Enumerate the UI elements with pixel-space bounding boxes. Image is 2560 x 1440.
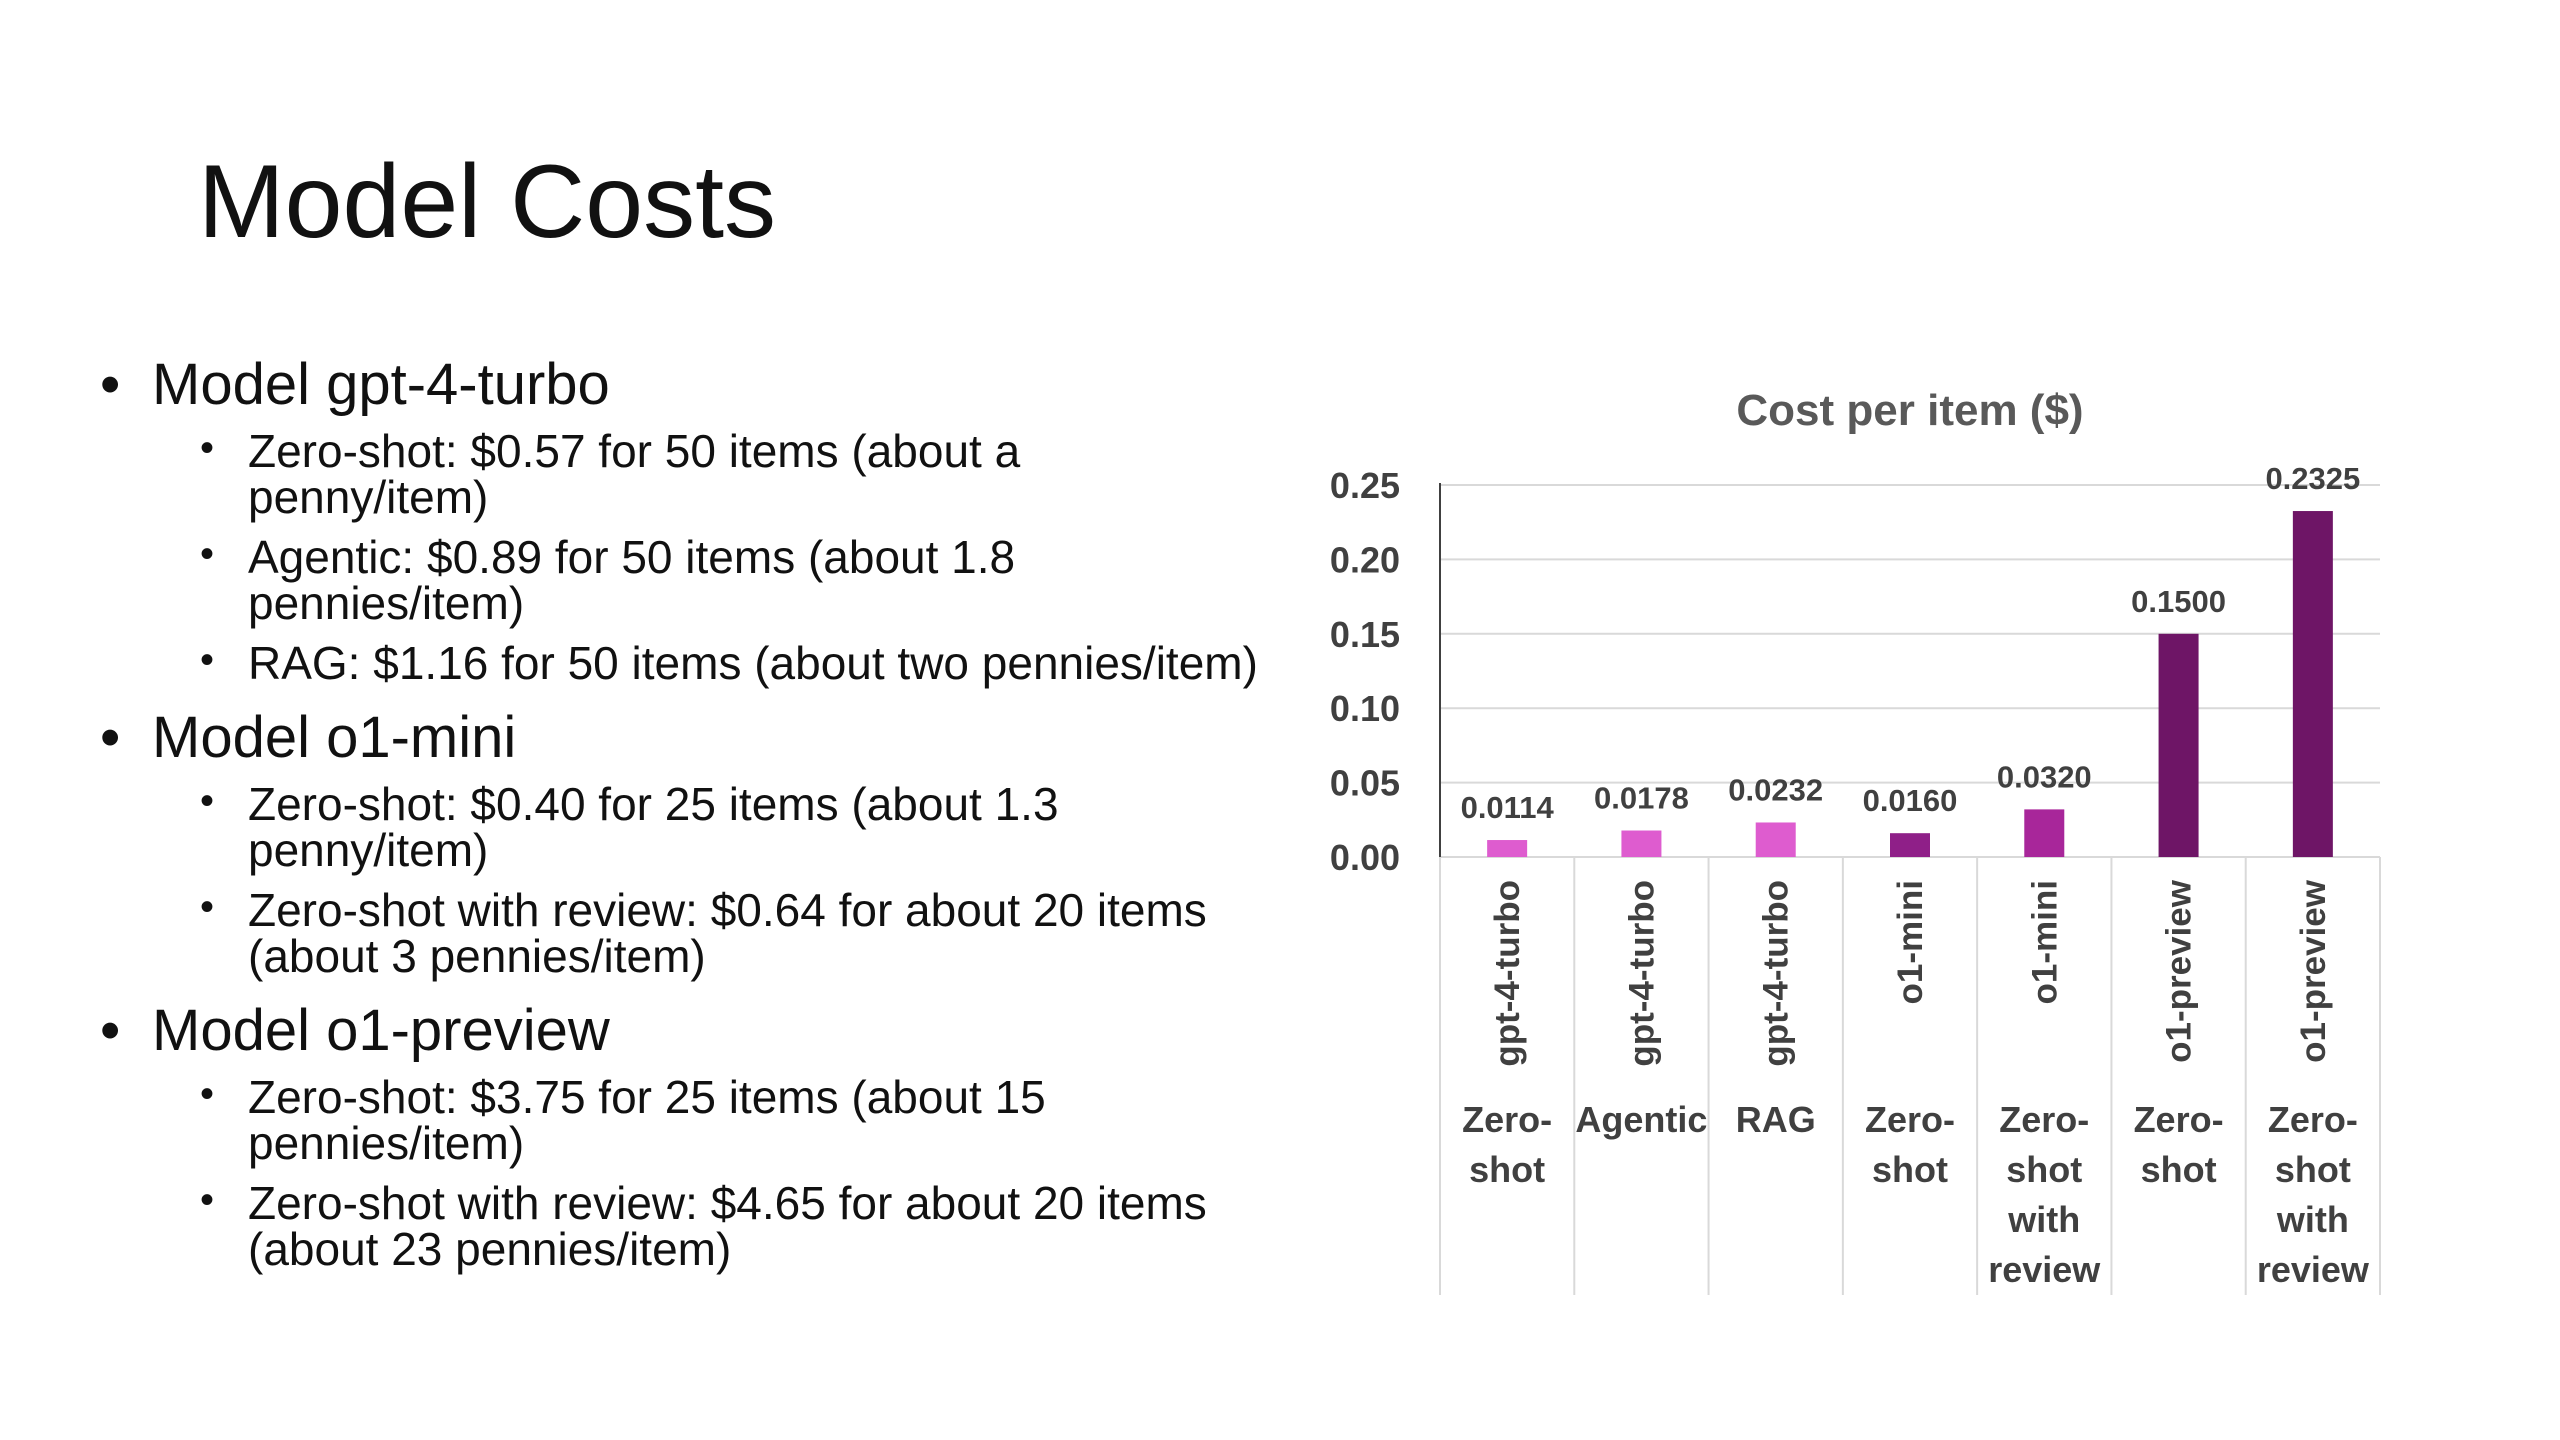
bullet-item: Zero-shot with review: $4.65 for about 2… [200, 1180, 1260, 1272]
y-tick-label: 0.25 [1330, 465, 1400, 506]
y-tick-label: 0.15 [1330, 614, 1400, 655]
category-method-label: with [2276, 1199, 2349, 1240]
category-model-label: gpt-4-turbo [1757, 880, 1796, 1067]
bar-value-label: 0.0160 [1863, 783, 1958, 818]
bar [1755, 822, 1796, 857]
category-method-label: RAG [1736, 1099, 1816, 1140]
bar [1487, 840, 1528, 857]
category-method-label: Zero- [1462, 1099, 1552, 1140]
bullet-item: Zero-shot: $0.40 for 25 items (about 1.3… [200, 781, 1260, 873]
bullet-item: RAG: $1.16 for 50 items (about two penni… [200, 640, 1260, 686]
category-model-label: o1-preview [2160, 879, 2199, 1063]
bar [1621, 830, 1662, 857]
category-model-label: gpt-4-turbo [1622, 880, 1661, 1067]
bar-value-label: 0.0178 [1594, 781, 1689, 816]
y-tick-label: 0.00 [1330, 837, 1400, 878]
y-tick-label: 0.20 [1330, 539, 1400, 580]
bar-value-label: 0.1500 [2131, 584, 2226, 619]
category-model-label: o1-mini [2025, 880, 2064, 1004]
category-method-label: shot [2141, 1149, 2217, 1190]
y-tick-label: 0.05 [1330, 763, 1400, 804]
chart-title: Cost per item ($) [1736, 386, 2083, 435]
bullet-item: Agentic: $0.89 for 50 items (about 1.8 p… [200, 534, 1260, 626]
category-model-label: o1-preview [2294, 879, 2333, 1063]
category-method-label: Zero- [2268, 1099, 2358, 1140]
bullet-item: Zero-shot with review: $0.64 for about 2… [200, 887, 1260, 979]
cost-per-item-chart: Cost per item ($) 0.00 0.05 0.10 0.15 0.20 0.2… [1330, 386, 2381, 1295]
bullet-group-o1-preview: Model o1-preview Zero-shot: $3.75 for 25… [100, 1000, 1260, 1272]
bar-value-label: 0.0114 [1461, 790, 1555, 825]
bullet-list: Model gpt-4-turbo Zero-shot: $0.57 for 5… [100, 354, 1260, 1294]
category-method-label: shot [2006, 1149, 2082, 1190]
category-method-label: Zero- [1865, 1099, 1955, 1140]
bar [1890, 833, 1930, 857]
category-method-label: Zero- [2134, 1099, 2224, 1140]
category-method-label: Zero- [1999, 1099, 2089, 1140]
bar [2024, 809, 2065, 857]
category-method-label: shot [1469, 1149, 1545, 1190]
category-method-label: shot [2275, 1149, 2351, 1190]
bullet-item: Zero-shot: $3.75 for 25 items (about 15 … [200, 1074, 1260, 1166]
category-method-label: with [2007, 1199, 2080, 1240]
bullet-group-o1-mini: Model o1-mini Zero-shot: $0.40 for 25 it… [100, 707, 1260, 979]
bar [2158, 633, 2199, 857]
bar-value-label: 0.2325 [2265, 461, 2360, 496]
category-method-label: review [1988, 1249, 2101, 1290]
category-method-label: Agentic [1575, 1099, 1707, 1140]
category-method-label: shot [1872, 1149, 1948, 1190]
category-method-label: review [2257, 1249, 2370, 1290]
category-model-label: o1-mini [1891, 880, 1930, 1004]
bullet-heading: Model o1-mini [100, 707, 1260, 769]
bullet-group-gpt-4-turbo: Model gpt-4-turbo Zero-shot: $0.57 for 5… [100, 354, 1260, 686]
bar [2292, 511, 2333, 857]
slide-title: Model Costs [198, 144, 776, 260]
bullet-heading: Model gpt-4-turbo [100, 354, 1260, 416]
bullet-item: Zero-shot: $0.57 for 50 items (about a p… [200, 428, 1260, 520]
y-tick-label: 0.10 [1330, 688, 1400, 729]
category-model-label: gpt-4-turbo [1488, 880, 1527, 1067]
bar-value-label: 0.0320 [1997, 759, 2092, 794]
bar-value-label: 0.0232 [1728, 772, 1823, 807]
bullet-heading: Model o1-preview [100, 1000, 1260, 1062]
